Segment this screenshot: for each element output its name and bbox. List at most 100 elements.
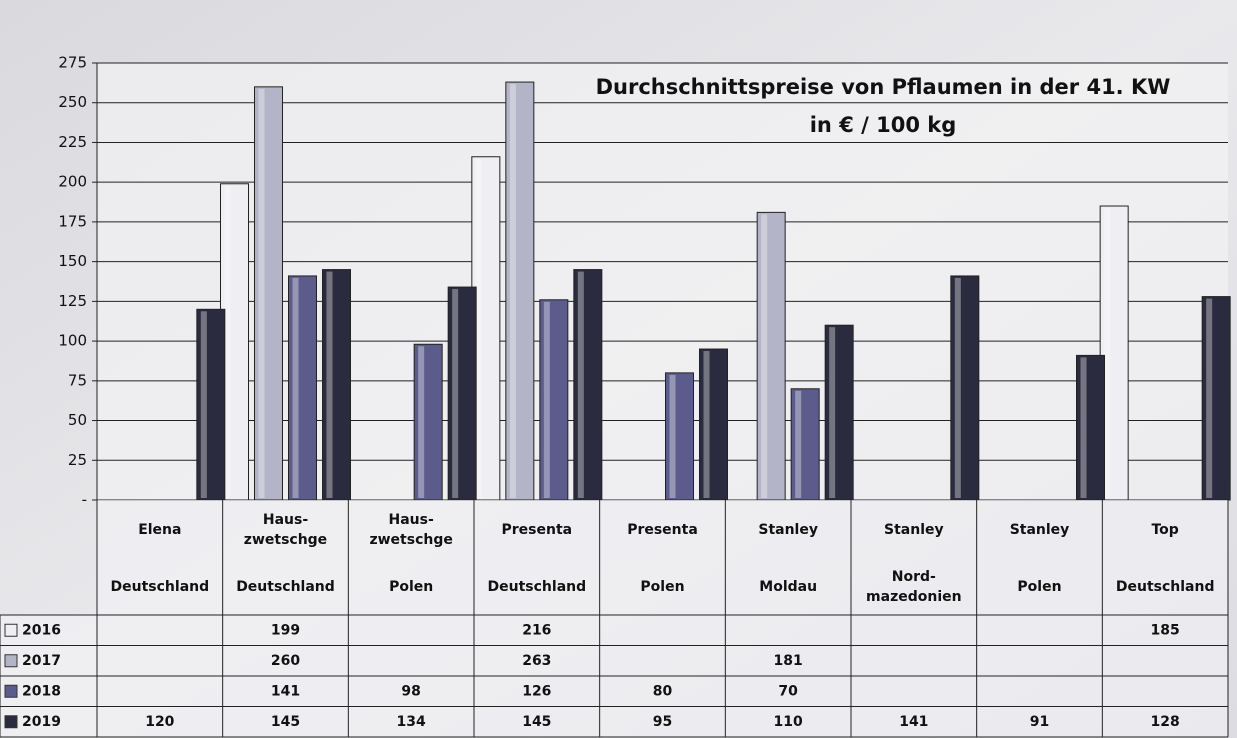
y-tick-label: 50 [68, 411, 87, 429]
plot-area [97, 63, 1228, 500]
table-value: 216 [522, 622, 551, 638]
category-variety: Stanley [884, 522, 944, 538]
bar-highlight [669, 374, 676, 498]
table-value: 141 [899, 714, 928, 730]
bar-highlight [703, 351, 710, 498]
bar-highlight [509, 84, 516, 498]
table-value: 95 [653, 714, 672, 730]
legend-label: 2016 [22, 622, 61, 638]
y-tick-label: 275 [58, 54, 87, 72]
bar [1076, 354, 1105, 501]
bar-highlight [418, 346, 425, 498]
bar-highlight [452, 289, 459, 498]
bar-highlight [292, 277, 299, 498]
y-tick-label: 25 [68, 451, 87, 469]
bar-highlight [326, 271, 333, 498]
bar-highlight [577, 271, 584, 498]
table-value: 134 [397, 714, 426, 730]
legend-swatch [4, 654, 18, 668]
category-variety: Elena [138, 522, 181, 538]
bar-highlight [795, 390, 802, 498]
chart-title: Durchschnittspreise von Pflaumen in der … [596, 75, 1171, 99]
category-variety: Haus- [263, 512, 308, 528]
bar [665, 372, 694, 501]
category-variety: Stanley [758, 522, 818, 538]
y-tick-label: 75 [68, 371, 87, 389]
bar [447, 286, 477, 501]
category-variety: Haus- [389, 512, 434, 528]
y-tick-label: 100 [58, 332, 87, 350]
category-variety: Presenta [627, 522, 698, 538]
data-table: Elena Deutschland Haus-zwetschge Deutschlan… [0, 500, 1229, 738]
category-origin: Deutschland [1116, 579, 1215, 595]
category-origin: Deutschland [111, 579, 210, 595]
category-variety: zwetschge [369, 532, 452, 548]
bar [573, 269, 603, 501]
y-tick-label: 200 [58, 173, 87, 191]
bar [756, 211, 786, 501]
y-tick-label: 150 [58, 252, 87, 270]
chart-subtitle: in € / 100 kg [810, 113, 957, 137]
bar [254, 86, 283, 501]
legend-label: 2017 [22, 653, 61, 669]
bar [539, 299, 569, 501]
table-value: 98 [401, 683, 420, 699]
table-value: 141 [271, 683, 300, 699]
category-origin: Moldau [759, 579, 817, 595]
bar-highlight [258, 88, 265, 498]
table-value: 70 [778, 683, 798, 699]
y-tick-label: - [82, 491, 87, 509]
category-variety: zwetschge [244, 532, 327, 548]
y-tick-label: 175 [58, 212, 87, 230]
category-origin: Nord- [892, 569, 936, 585]
bar-highlight [829, 327, 836, 498]
table-value: 126 [522, 683, 551, 699]
bar [699, 348, 728, 501]
legend-swatch [4, 715, 18, 729]
category-variety: Presenta [502, 522, 573, 538]
y-tick-label: 125 [58, 292, 87, 310]
bar [288, 275, 317, 501]
category-origin: mazedonien [866, 589, 962, 605]
table-value: 185 [1151, 622, 1180, 638]
legend-swatch [4, 684, 18, 698]
bar-highlight [761, 214, 768, 498]
table-value: 110 [774, 714, 803, 730]
y-tick-label: 250 [58, 93, 87, 111]
table-bg [97, 500, 1228, 615]
bar [790, 388, 820, 501]
table-value: 145 [271, 714, 300, 730]
bar-highlight [543, 301, 550, 498]
category-origin: Deutschland [488, 579, 587, 595]
category-origin: Polen [389, 579, 433, 595]
y-tick-label: 225 [58, 133, 87, 151]
bar-highlight [1206, 298, 1213, 498]
table-value: 91 [1030, 714, 1049, 730]
bar-highlight [475, 158, 482, 499]
table-value: 260 [271, 653, 300, 669]
legend-label: 2019 [22, 714, 61, 730]
bar-highlight [1104, 208, 1111, 498]
category-variety: Top [1151, 522, 1178, 538]
legend-label: 2018 [22, 683, 61, 699]
bar-highlight [1080, 357, 1087, 498]
bar [1201, 296, 1231, 501]
bar-highlight [954, 277, 961, 498]
table-value: 120 [145, 714, 174, 730]
category-origin: Deutschland [236, 579, 335, 595]
category-variety: Stanley [1010, 522, 1070, 538]
category-origin: Polen [640, 579, 684, 595]
bar-highlight [224, 185, 231, 498]
table-value: 181 [774, 653, 803, 669]
bar [413, 343, 443, 501]
table-value: 145 [522, 714, 551, 730]
table-value: 128 [1151, 714, 1180, 730]
table-value: 80 [653, 683, 673, 699]
bar [322, 269, 351, 501]
legend-swatch [4, 623, 18, 637]
bar [505, 81, 535, 501]
table-value: 199 [271, 622, 300, 638]
bar [196, 308, 226, 501]
bar-highlight [200, 311, 207, 498]
